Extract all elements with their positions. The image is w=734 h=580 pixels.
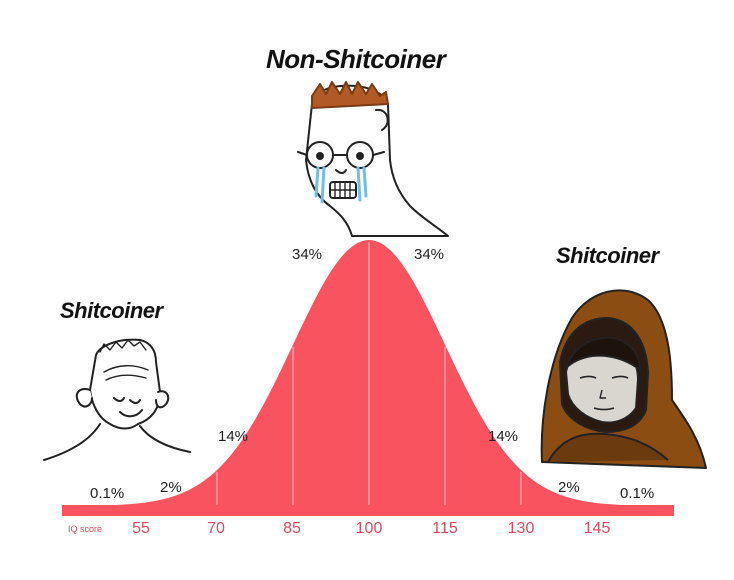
right-title: Shitcoiner [556,243,659,268]
smiling-wojak-drawing [43,338,191,461]
tick-label: 85 [283,520,301,537]
sd-dividers [140,242,598,506]
pct-label: 34% [292,246,323,263]
hooded-character-drawing [540,289,707,469]
bell-curve-area [62,240,674,506]
axis-label: IQ score [68,524,103,534]
pct-label: 2% [558,479,580,496]
tick-label: 115 [432,520,458,537]
pct-label: 0.1% [620,485,655,502]
pct-label: 14% [488,428,519,445]
tick-label: 70 [207,520,225,537]
center-title: Non-Shitcoiner [266,44,446,74]
pct-label: 0.1% [90,485,125,502]
tick-label: 55 [132,520,150,537]
tick-label: 130 [507,520,535,537]
tick-label: 100 [355,520,383,537]
left-title: Shitcoiner [60,298,163,323]
crying-wojak-drawing [297,81,449,237]
pct-label: 34% [414,246,445,263]
tick-label: 145 [583,520,611,537]
pct-label: 2% [160,479,182,496]
pct-label: 14% [218,428,249,445]
baseline-bar [62,505,674,516]
